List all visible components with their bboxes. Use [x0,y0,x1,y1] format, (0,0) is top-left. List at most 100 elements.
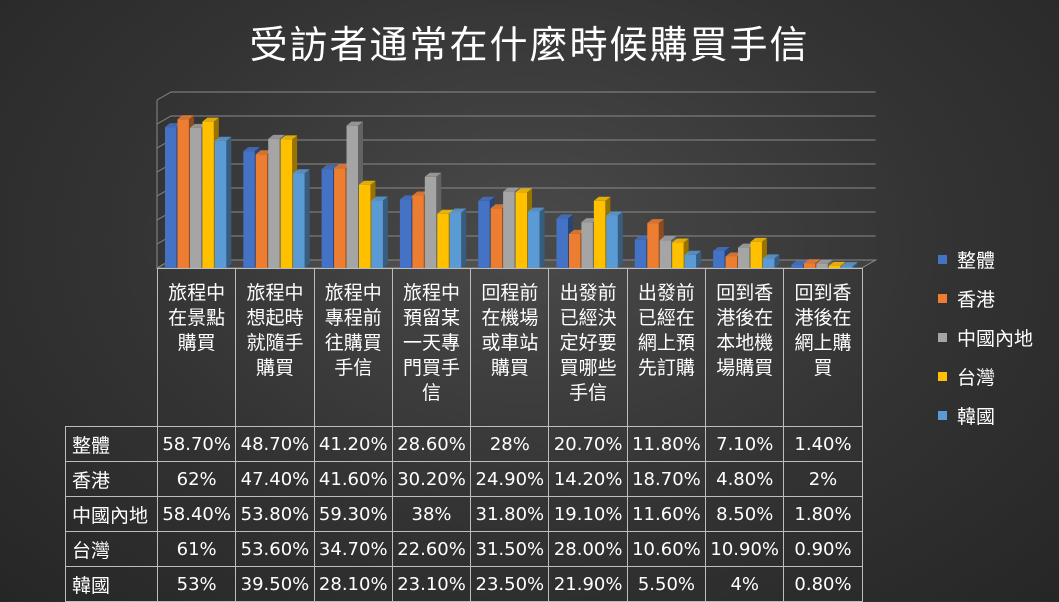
data-cell: 2% [783,461,863,497]
legend-label: 整體 [957,250,996,272]
data-cell: 53.60% [235,531,315,567]
category-label-line: 回到香 [716,282,774,304]
legend-item: 韓國 [938,396,1056,435]
chart-title: 受訪者通常在什麼時候購買手信 [249,23,810,67]
bar [334,168,346,268]
bar-top [750,237,767,242]
row-label: 台灣 [65,531,158,567]
data-cell: 28% [470,426,550,462]
category-label-line: 想起時 [246,307,304,329]
category-label-line: 購買 [177,332,216,354]
bar-top [659,236,677,241]
data-cell: 58.40% [156,496,237,532]
legend-label: 韓國 [957,406,996,428]
row-label: 韓國 [65,566,158,602]
category-label-line: 購買 [255,357,294,379]
bar-top [738,243,755,248]
bar [568,233,581,268]
bar [684,254,697,268]
data-cell: 1.80% [783,496,863,532]
bar-top [556,214,573,219]
data-cell: 30.20% [391,461,472,497]
bar [581,222,593,268]
bar [293,173,305,268]
table-row: 中國內地 58.40% 53.80% 59.30% 38% 31.80% 19.10% 11.… [65,496,863,532]
bar-top [268,134,285,139]
bar-top [515,188,533,193]
bar [268,138,280,268]
category-label-line: 旅程中 [324,282,382,304]
category-label-line: 回程前 [481,282,539,304]
bar-top [346,121,363,126]
data-cell: 14.20% [548,461,628,497]
data-cell: 20.70% [548,426,628,462]
data-cell: 0.80% [783,566,863,602]
category-label-line: 旅程中 [168,282,226,304]
bar-top [647,219,664,224]
data-cell: 53% [156,566,237,602]
legend-label: 香港 [957,289,996,311]
bar [750,241,762,268]
category-label-line: 門買手 [403,357,461,379]
data-cell: 1.40% [783,426,863,462]
data-cell: 11.80% [626,426,707,462]
category-label-line: 網上預 [637,332,695,354]
bar-side [852,262,858,268]
bar [243,151,255,268]
bar-top [358,180,376,185]
bar-top [449,208,467,213]
data-cell: 31.50% [470,531,550,567]
bar-top [568,229,586,234]
bar [634,239,647,268]
bar [280,139,293,268]
bar [816,263,828,268]
bar-top [478,196,495,201]
category-label-line: 買 [813,357,833,379]
category-label: 旅程中 在景點 購買 [156,268,237,427]
table-row: 香港 62% 47.40% 41.60% 30.20% 24.90% 14.20% 18.70… [65,461,863,497]
bar-side [696,250,702,268]
data-cell: 0.90% [783,531,863,567]
data-cell: 61% [156,531,237,567]
bar [490,208,503,268]
bar [738,247,750,268]
bar [189,127,202,268]
bar-top [490,204,508,209]
category-label-line: 定好要 [559,332,617,354]
bar [358,184,371,268]
category-label: 出發前 已經在 網上預 先訂購 [626,268,707,427]
category-label-line: 回到香 [794,282,852,304]
data-cell: 19.10% [548,496,628,532]
bar-top [528,207,545,212]
category-label: 旅程中 想起時 就隨手 購買 [235,268,315,427]
category-label: 出發前 已經決 定好要 買哪些 手信 [548,268,628,427]
bar-top [321,165,339,170]
data-cell: 8.50% [705,496,785,532]
table-corner [65,268,158,427]
bar-top [243,147,260,152]
data-cell: 4.80% [705,461,785,497]
bar [177,119,189,268]
bar [647,223,659,268]
bar [412,195,424,268]
data-cell: 53.80% [235,496,315,532]
legend-item: 台灣 [938,357,1056,396]
legend-swatch [938,294,947,303]
category-label: 回到香 港後在 網上購買 [783,268,863,427]
category-label-line: 專程前 [324,307,382,329]
bar [503,191,515,268]
category-label-line: 已經在 [637,307,695,329]
bar-side [382,196,388,268]
bar-top [672,238,689,243]
category-label-line: 手信 [569,382,608,404]
table-row: 整體 58.70% 48.70% 41.20% 28.60% 28% 20.70% 11.80… [65,426,863,462]
category-label: 旅程中 預留某 一天專 門買手信 [391,268,472,427]
bar-top [437,209,454,214]
gridline-depth [156,91,172,101]
bar-top [828,261,846,266]
bar-top [791,260,808,265]
bar-top [725,252,743,257]
bar-top [371,196,388,201]
data-table: 旅程中 在景點 購買 旅程中 想起時 就隨手 購買 旅程中 專程前 往購買 手信 旅程中 預留某 一天專門… [65,268,863,602]
bar-top [634,235,652,240]
